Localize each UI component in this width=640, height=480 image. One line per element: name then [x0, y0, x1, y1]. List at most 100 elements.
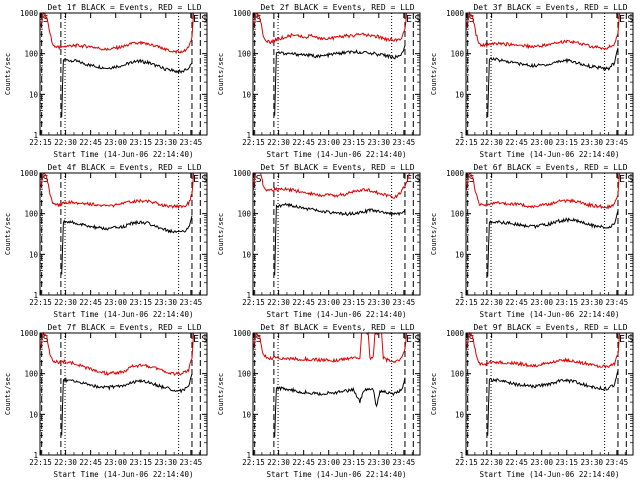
phase-marker-label: E [193, 14, 199, 25]
x-tick-label: 23:15 [129, 298, 152, 307]
series-line-events [61, 58, 193, 118]
y-tick-label: 1000 [233, 169, 252, 178]
x-tick-label: 23:00 [530, 458, 553, 467]
phase-marker-label: S [414, 334, 420, 345]
y-tick-label: 100 [237, 50, 251, 59]
plot-frame [39, 172, 208, 296]
x-tick-label: 23:15 [129, 458, 152, 467]
y-tick-label: 100 [450, 370, 464, 379]
phase-marker-label: S [469, 334, 475, 345]
x-tick-label: 23:00 [317, 458, 340, 467]
y-axis-label: Counts/sec [217, 213, 225, 255]
phase-marker-label: S [256, 334, 262, 345]
y-axis-label: Counts/sec [430, 53, 438, 95]
x-tick-label: 23:00 [317, 298, 340, 307]
y-axis-label: Counts/sec [430, 373, 438, 415]
series-line-lld [252, 331, 408, 364]
phase-marker-label: S [469, 14, 475, 25]
x-tick-label: 22:30 [267, 298, 290, 307]
y-tick-label: 10 [29, 90, 39, 99]
panel-title: Det 2f BLACK = Events, RED = LLD [260, 3, 414, 12]
x-tick-label: 23:30 [581, 298, 604, 307]
y-tick-label: 1000 [20, 329, 39, 338]
x-tick-label: 23:45 [393, 458, 416, 467]
y-tick-label: 100 [450, 50, 464, 59]
detector-panel-8: Det 8f BLACK = Events, RED = LLD Counts/s… [217, 323, 421, 479]
x-tick-label: 22:30 [54, 138, 77, 147]
x-axis-label: Start Time (14-Jun-06 22:14:40) [480, 310, 620, 319]
phase-marker-label: E [406, 14, 412, 25]
phase-marker-label: E [193, 174, 199, 185]
plot-frame [465, 12, 634, 136]
series-line-lld [465, 331, 621, 369]
x-tick-label: 22:45 [292, 138, 315, 147]
series-line-events [487, 47, 619, 118]
x-tick-label: 22:15 [455, 458, 478, 467]
detector-panel-3: Det 3f BLACK = Events, RED = LLD Counts/s… [430, 3, 634, 159]
x-axis-label: Start Time (14-Jun-06 22:14:40) [267, 470, 407, 479]
y-tick-label: 1000 [233, 329, 252, 338]
x-tick-label: 22:45 [505, 458, 528, 467]
detector-panel-5: Det 5f BLACK = Events, RED = LLD Counts/s… [217, 163, 421, 319]
detector-panel-6: Det 6f BLACK = Events, RED = LLD Counts/s… [430, 163, 634, 319]
panel-title: Det 3f BLACK = Events, RED = LLD [473, 3, 627, 12]
y-tick-label: 100 [24, 370, 38, 379]
phase-marker-label: S [414, 174, 420, 185]
x-tick-label: 22:15 [29, 138, 52, 147]
plot-frame [39, 332, 208, 456]
y-tick-label: 1 [459, 291, 464, 300]
x-tick-label: 23:00 [104, 458, 127, 467]
x-tick-label: 22:30 [267, 458, 290, 467]
phase-marker-label: E [406, 174, 412, 185]
y-tick-label: 10 [455, 90, 465, 99]
series-line-events [61, 215, 193, 275]
y-tick-label: 10 [242, 90, 252, 99]
x-tick-label: 22:15 [29, 458, 52, 467]
y-tick-label: 1 [246, 451, 251, 460]
phase-marker-label: S [43, 14, 49, 25]
x-tick-label: 22:45 [292, 298, 315, 307]
plot-frame [465, 332, 634, 456]
x-tick-label: 23:30 [155, 138, 178, 147]
series-line-lld [39, 331, 195, 377]
x-tick-label: 23:30 [368, 458, 391, 467]
x-tick-label: 23:15 [555, 458, 578, 467]
x-tick-label: 23:15 [342, 138, 365, 147]
x-tick-label: 23:00 [530, 298, 553, 307]
phase-marker-label: S [201, 14, 207, 25]
x-axis-label: Start Time (14-Jun-06 22:14:40) [54, 470, 194, 479]
x-tick-label: 23:30 [581, 458, 604, 467]
x-tick-label: 22:30 [480, 458, 503, 467]
panel-title: Det 5f BLACK = Events, RED = LLD [260, 163, 414, 172]
y-tick-label: 1 [33, 291, 38, 300]
x-axis-label: Start Time (14-Jun-06 22:14:40) [480, 470, 620, 479]
x-tick-label: 23:45 [606, 138, 629, 147]
series-line-events [61, 373, 193, 436]
panel-title: Det 4f BLACK = Events, RED = LLD [47, 163, 201, 172]
y-tick-label: 1000 [20, 169, 39, 178]
y-tick-label: 10 [455, 250, 465, 259]
x-tick-label: 22:45 [505, 138, 528, 147]
y-tick-label: 1000 [20, 9, 39, 18]
panel-title: Det 6f BLACK = Events, RED = LLD [473, 163, 627, 172]
x-tick-label: 23:15 [342, 458, 365, 467]
x-tick-label: 23:45 [606, 298, 629, 307]
x-tick-label: 22:15 [242, 458, 265, 467]
series-line-lld [39, 11, 195, 55]
plot-frame [39, 12, 208, 136]
series-line-lld [465, 172, 621, 210]
y-tick-label: 10 [242, 410, 252, 419]
phase-marker-label: S [627, 174, 633, 185]
x-tick-label: 23:00 [104, 138, 127, 147]
y-tick-label: 1 [33, 451, 38, 460]
x-tick-label: 22:45 [79, 298, 102, 307]
x-tick-label: 22:45 [505, 298, 528, 307]
detector-panel-1: Det 1f BLACK = Events, RED = LLD Counts/s… [4, 3, 208, 159]
y-tick-label: 100 [450, 210, 464, 219]
x-tick-label: 22:30 [54, 298, 77, 307]
x-tick-label: 22:30 [54, 458, 77, 467]
phase-marker-label: S [627, 334, 633, 345]
detector-panel-9: Det 9f BLACK = Events, RED = LLD Counts/s… [430, 323, 634, 479]
x-tick-label: 22:30 [480, 138, 503, 147]
